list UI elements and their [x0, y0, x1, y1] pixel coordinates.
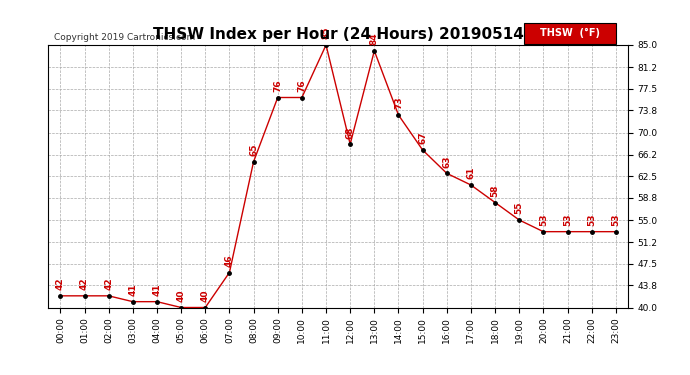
Text: 84: 84 — [370, 33, 379, 45]
Text: 53: 53 — [611, 214, 620, 226]
Text: 61: 61 — [466, 167, 475, 180]
Text: 42: 42 — [56, 278, 65, 290]
Text: THSW  (°F): THSW (°F) — [540, 28, 600, 38]
Text: 41: 41 — [152, 284, 161, 296]
Text: 53: 53 — [563, 214, 572, 226]
Text: 68: 68 — [346, 126, 355, 139]
Text: 41: 41 — [128, 284, 137, 296]
Text: Copyright 2019 Cartronics.com: Copyright 2019 Cartronics.com — [54, 33, 195, 42]
Text: 73: 73 — [394, 97, 403, 109]
Text: 53: 53 — [539, 214, 548, 226]
Text: 42: 42 — [80, 278, 89, 290]
Bar — [524, 23, 616, 44]
Text: 63: 63 — [442, 155, 451, 168]
Text: 65: 65 — [249, 144, 258, 156]
Text: 55: 55 — [515, 202, 524, 214]
Text: 58: 58 — [491, 184, 500, 197]
Text: 85: 85 — [322, 27, 331, 39]
Text: 42: 42 — [104, 278, 113, 290]
Title: THSW Index per Hour (24 Hours) 20190514: THSW Index per Hour (24 Hours) 20190514 — [152, 27, 524, 42]
Text: 40: 40 — [177, 290, 186, 302]
Text: 53: 53 — [587, 214, 596, 226]
Text: 40: 40 — [201, 290, 210, 302]
Text: 46: 46 — [225, 254, 234, 267]
Text: 76: 76 — [273, 80, 282, 92]
Text: 67: 67 — [418, 132, 427, 144]
Text: 76: 76 — [297, 80, 306, 92]
